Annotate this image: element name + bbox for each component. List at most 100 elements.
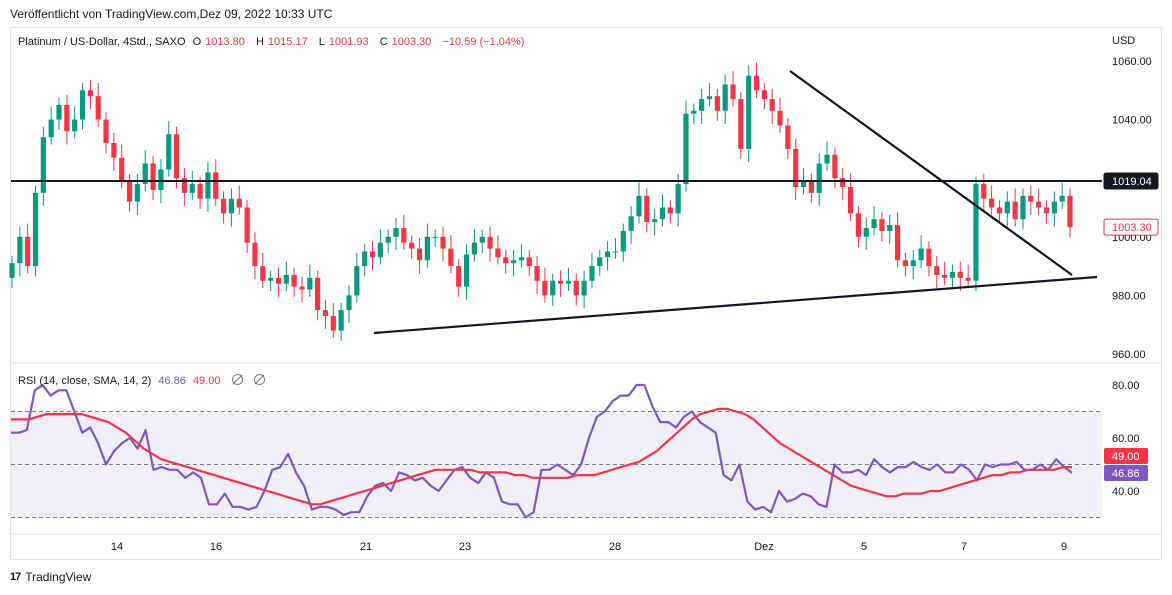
candle-body bbox=[56, 104, 62, 120]
open-value: 1013.80 bbox=[205, 36, 245, 48]
candle-body bbox=[746, 75, 752, 149]
descending-trendline bbox=[789, 70, 1073, 276]
rsi-tick-label: 80.00 bbox=[1112, 380, 1140, 392]
candle-body bbox=[158, 169, 164, 190]
candle-body bbox=[730, 84, 736, 100]
candle-body bbox=[761, 90, 767, 100]
candle-body bbox=[879, 219, 885, 231]
price-axis-unit: USD bbox=[1112, 35, 1135, 47]
candle-body bbox=[824, 154, 830, 164]
candle-body bbox=[926, 248, 932, 267]
price-tick-label: 960.00 bbox=[1112, 349, 1146, 361]
axis-layer: 960.00980.001000.001020.001040.001060.00… bbox=[111, 35, 1159, 553]
candle-body bbox=[456, 266, 462, 287]
candle-body bbox=[573, 280, 579, 296]
hide-icon[interactable] bbox=[231, 374, 243, 385]
candle-body bbox=[236, 198, 242, 208]
candle-body bbox=[150, 163, 156, 190]
price-tick-label: 980.00 bbox=[1112, 290, 1146, 302]
candle-body bbox=[785, 125, 791, 149]
candle-body bbox=[495, 248, 501, 258]
candle-body bbox=[683, 113, 689, 185]
candle-body bbox=[832, 154, 838, 179]
candle-body bbox=[79, 90, 86, 120]
candle-body bbox=[902, 260, 909, 267]
candle-body bbox=[1059, 195, 1065, 202]
price-tick-label: 1060.00 bbox=[1112, 56, 1152, 68]
candle-body bbox=[949, 271, 956, 278]
candle-body bbox=[1043, 207, 1050, 214]
candle-body bbox=[793, 148, 799, 187]
hide-icon[interactable] bbox=[253, 374, 265, 385]
candle-body bbox=[1020, 195, 1026, 220]
rsi-layer bbox=[11, 383, 1073, 519]
candle-body bbox=[542, 280, 548, 296]
rsi-value-label-text: 46.86 bbox=[1112, 468, 1140, 480]
candle-body bbox=[855, 213, 861, 237]
candle-body bbox=[268, 277, 274, 281]
time-tick-label: 14 bbox=[111, 541, 123, 553]
candle-body bbox=[597, 257, 603, 267]
candle-body bbox=[385, 236, 391, 243]
candle-body bbox=[205, 172, 211, 199]
candle-body bbox=[283, 274, 289, 284]
low-value: 1001.93 bbox=[328, 36, 369, 48]
candle-body bbox=[48, 119, 54, 138]
low-label: L bbox=[318, 36, 325, 48]
candle-body bbox=[17, 236, 23, 264]
candle-body bbox=[362, 251, 368, 267]
candle-body bbox=[557, 280, 564, 284]
candle-body bbox=[424, 236, 430, 261]
candles-layer bbox=[9, 62, 1073, 341]
candle-body bbox=[393, 228, 399, 237]
candle-body bbox=[346, 295, 352, 311]
price-label-text: 1019.04 bbox=[1112, 176, 1152, 188]
candle-body bbox=[338, 310, 344, 331]
candle-body bbox=[275, 277, 282, 284]
candle-body bbox=[307, 277, 313, 290]
candle-body bbox=[722, 84, 728, 111]
candle-body bbox=[244, 207, 250, 243]
candle-body bbox=[32, 192, 39, 267]
footer-brand: 17 TradingView bbox=[10, 570, 91, 584]
candle-body bbox=[1051, 201, 1057, 214]
chart-frame[interactable] bbox=[10, 27, 1162, 560]
ascending-trendline bbox=[373, 275, 1098, 335]
candle-body bbox=[934, 266, 940, 275]
candle-body bbox=[1012, 201, 1018, 220]
candle-body bbox=[675, 184, 681, 214]
rsi-sma-line bbox=[11, 407, 1072, 506]
candle-body bbox=[228, 198, 235, 214]
candle-body bbox=[518, 257, 525, 261]
candle-body bbox=[644, 195, 650, 223]
candle-body bbox=[565, 280, 572, 284]
candle-body bbox=[166, 134, 172, 170]
rsi-value-label-box bbox=[1104, 448, 1148, 464]
candle-body bbox=[87, 90, 93, 97]
candle-body bbox=[534, 266, 540, 281]
rsi-line bbox=[11, 383, 1073, 519]
rsi-label[interactable]: RSI (14, close, SMA, 14, 2) bbox=[18, 375, 152, 387]
candle-body bbox=[973, 184, 979, 281]
rsi-tick-label: 40.00 bbox=[1112, 486, 1140, 498]
candle-body bbox=[126, 181, 133, 202]
candle-body bbox=[659, 207, 666, 220]
candle-body bbox=[526, 257, 532, 267]
candle-body bbox=[25, 236, 31, 267]
candle-body bbox=[322, 310, 329, 316]
candle-body bbox=[1028, 195, 1034, 202]
candle-body bbox=[95, 96, 101, 120]
candle-body bbox=[699, 99, 705, 111]
symbol-name[interactable]: Platinum / US-Dollar, 4Std., SAXO bbox=[18, 36, 186, 48]
tradingview-logo-icon: 17 bbox=[10, 571, 21, 583]
candle-body bbox=[463, 254, 470, 287]
rsi-current-value: 46.86 bbox=[158, 375, 186, 387]
candle-body bbox=[847, 186, 854, 214]
candle-body bbox=[706, 96, 713, 100]
candle-body bbox=[221, 198, 227, 214]
candle-body bbox=[471, 242, 477, 255]
drawing-lines-layer bbox=[11, 70, 1102, 335]
candle-body bbox=[989, 198, 995, 208]
candle-body bbox=[197, 184, 203, 199]
